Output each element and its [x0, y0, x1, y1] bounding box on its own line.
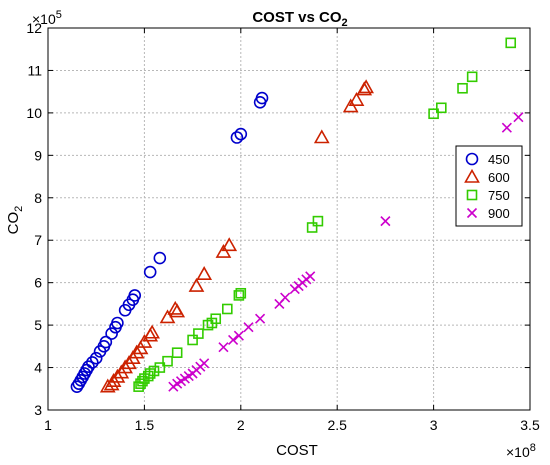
data-point-450	[255, 91, 269, 105]
data-point-450	[143, 265, 157, 279]
data-point-600	[221, 237, 238, 252]
y-tick-label: 10	[26, 105, 42, 121]
legend: 450 600 750 900	[455, 145, 523, 227]
chart-title: COST vs CO2	[252, 9, 347, 29]
data-point-900	[513, 112, 524, 123]
data-point-750	[162, 355, 173, 367]
data-point-750	[505, 37, 517, 49]
data-point-750	[171, 347, 183, 359]
x-multiplier: ×108	[506, 442, 536, 460]
x-tick-label: 1	[44, 417, 52, 433]
data-point-600	[109, 368, 126, 383]
series-900	[168, 112, 524, 392]
data-point-900	[380, 216, 391, 227]
y-tick-label: 4	[34, 360, 42, 376]
data-point-450	[128, 289, 142, 302]
legend-item-600: 600	[464, 168, 510, 185]
data-point-750	[222, 303, 233, 315]
series-750	[133, 37, 517, 392]
y-tick-label: 11	[27, 62, 42, 78]
y-tick-label: 3	[34, 402, 42, 418]
data-point-750	[210, 313, 222, 325]
data-point-450	[86, 356, 99, 369]
x-axis-label: COST	[276, 442, 318, 459]
data-point-750	[193, 328, 204, 339]
data-point-450	[111, 316, 124, 330]
data-point-450	[153, 251, 167, 265]
data-point-750	[235, 287, 247, 299]
data-point-900	[218, 342, 229, 353]
series-600	[99, 79, 374, 393]
data-point-900	[233, 330, 244, 341]
y-multiplier: ×105	[32, 9, 62, 27]
y-tick-label: 8	[34, 190, 42, 206]
data-point-450	[234, 127, 248, 141]
x-tick-label: 2	[237, 417, 245, 433]
data-point-900	[243, 322, 254, 333]
data-point-450	[82, 360, 95, 374]
legend-label: 750	[488, 188, 510, 203]
legend-item-450: 450	[465, 152, 510, 167]
data-point-750	[148, 365, 160, 377]
legend-label: 900	[488, 206, 510, 221]
data-point-900	[305, 271, 316, 282]
data-point-600	[348, 92, 365, 106]
data-point-900	[280, 292, 291, 303]
legend-label: 600	[488, 170, 510, 185]
data-point-750	[233, 290, 245, 301]
data-point-750	[187, 334, 198, 346]
data-point-750	[306, 222, 318, 233]
data-point-600	[128, 344, 145, 359]
data-point-900	[228, 334, 239, 346]
y-tick-label: 5	[34, 317, 42, 333]
plot-frame	[47, 27, 531, 411]
x-tick-label: 3	[430, 417, 438, 433]
data-point-900	[255, 313, 266, 324]
data-point-600	[358, 79, 374, 94]
legend-marker-900	[466, 207, 478, 219]
legend-label: 450	[488, 152, 510, 167]
data-point-450	[99, 335, 113, 349]
data-points	[70, 37, 524, 393]
data-point-750	[436, 102, 447, 114]
data-point-750	[457, 82, 468, 94]
data-point-900	[501, 122, 512, 133]
legend-item-750: 750	[466, 188, 510, 203]
y-tick-label: 7	[34, 232, 42, 248]
data-point-450	[105, 327, 118, 340]
data-point-600	[117, 359, 133, 374]
data-point-600	[188, 277, 205, 292]
legend-marker-750	[466, 189, 478, 201]
grid-lines	[48, 28, 530, 410]
plot-area	[48, 28, 530, 410]
data-point-750	[428, 108, 439, 120]
y-tick-label: 9	[34, 147, 42, 163]
data-point-750	[466, 71, 478, 83]
data-point-600	[144, 324, 160, 339]
legend-marker-450	[465, 152, 479, 166]
data-point-450	[89, 351, 103, 365]
data-point-750	[312, 215, 324, 227]
x-tick-label: 2.5	[327, 417, 347, 433]
axis-ticks: 1 1.5 2 2.5 3 3.5 3 4 5 6 7 8 9 10 11 12	[26, 20, 540, 433]
x-tick-label: 1.5	[135, 417, 155, 433]
series-450	[70, 91, 269, 393]
data-point-450	[230, 131, 244, 144]
data-point-750	[154, 362, 166, 373]
y-tick-label: 12	[26, 20, 42, 36]
data-point-600	[215, 243, 232, 258]
legend-marker-600	[464, 168, 480, 183]
data-point-900	[199, 358, 210, 369]
y-tick-label: 6	[34, 275, 42, 291]
legend-item-900: 900	[466, 206, 510, 221]
x-tick-label: 3.5	[520, 417, 540, 433]
y-axis-label: CO2	[5, 206, 25, 235]
data-point-450	[70, 380, 84, 393]
data-point-600	[313, 129, 330, 144]
data-point-600	[196, 266, 213, 280]
data-point-600	[105, 373, 122, 387]
data-point-600	[169, 303, 186, 318]
